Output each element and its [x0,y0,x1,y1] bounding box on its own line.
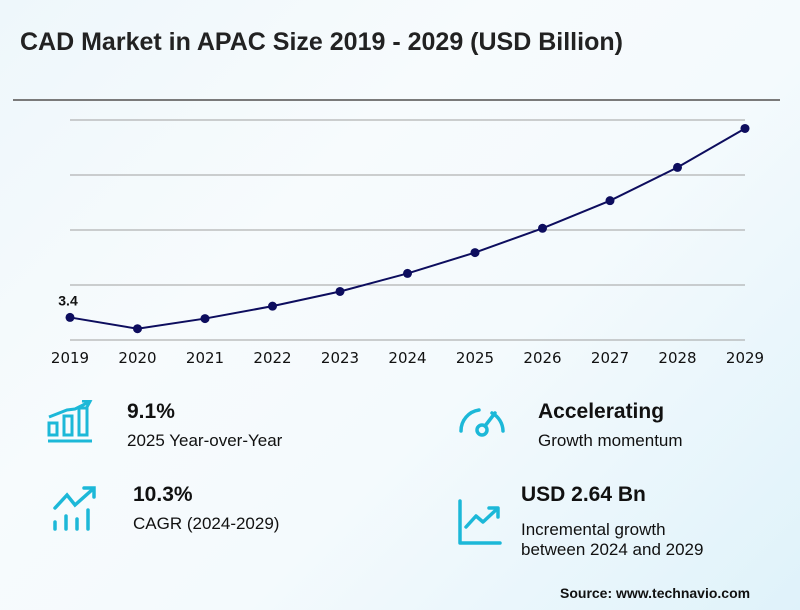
stat-value: USD 2.64 Bn [521,483,646,506]
x-tick-label: 2026 [523,349,561,367]
stat-desc-line: Incremental growth [521,520,666,539]
source-credit: Source: www.technavio.com [560,585,751,601]
series-line [69,127,746,330]
line-chart: 2019 2020 2021 2022 2023 2024 2025 2026 2027 2028… [51,119,764,367]
data-point-2026 [538,223,547,233]
data-point-2023 [335,286,345,296]
trend-up-bars-icon [53,486,96,531]
data-point-2025 [470,248,480,258]
speedometer-icon [459,408,505,437]
data-point-2028 [673,162,682,172]
stat-value: 10.3% [133,483,193,506]
x-tick-label: 2029 [726,349,764,367]
x-tick-label: 2028 [658,349,696,367]
line-chart-up-icon [458,499,502,545]
stat-value: 9.1% [127,400,175,423]
stat-desc: Incremental growth between 2024 and 2029 [521,520,703,560]
x-tick-label: 2024 [388,349,426,367]
x-tick-label: 2025 [456,349,494,367]
x-tick-label: 2022 [253,349,291,367]
title-divider [13,99,780,101]
x-tick-label: 2023 [321,349,359,367]
stat-desc-line: between 2024 and 2029 [521,540,704,559]
data-point-2020 [133,324,142,334]
data-point-2024 [403,268,412,278]
data-point-2021 [200,314,210,324]
chart-title: CAD Market in APAC Size 2019 - 2029 (USD… [20,28,623,56]
data-point-2029 [740,123,750,133]
data-point-2022 [268,301,277,311]
stat-desc: 2025 Year-over-Year [127,431,283,450]
x-tick-label: 2019 [51,349,89,367]
data-point-2019 [65,312,75,322]
x-tick-label: 2020 [118,349,156,367]
stat-value: Accelerating [538,400,665,423]
x-tick-label: 2021 [186,349,224,367]
stat-desc: CAGR (2024-2029) [133,514,280,533]
data-label: 3.4 [58,292,78,308]
data-point-2027 [605,196,615,206]
stat-desc: Growth momentum [538,431,683,450]
bar-chart-growth-icon [47,400,93,443]
x-tick-label: 2027 [591,349,629,367]
